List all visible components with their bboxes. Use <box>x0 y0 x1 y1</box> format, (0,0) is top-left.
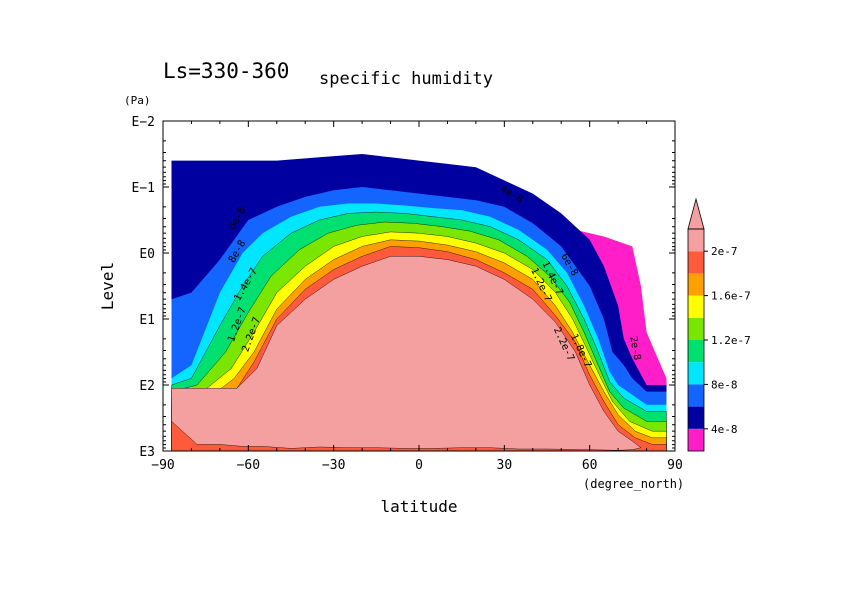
colorbar-segment <box>688 317 704 340</box>
colorbar-segment <box>688 273 704 296</box>
colorbar-segment <box>688 295 704 318</box>
colorbar-segment <box>688 406 704 429</box>
x-tick-label: 0 <box>415 458 423 473</box>
contour-label: 2e-8 <box>627 335 642 361</box>
x-tick-label: −60 <box>237 458 260 473</box>
x-axis-label: latitude <box>380 497 457 516</box>
colorbar-label: 1.2e-7 <box>711 334 751 347</box>
x-tick-label: 60 <box>582 458 598 473</box>
y-unit-label: (Pa) <box>124 94 151 107</box>
y-tick-label: E3 <box>139 445 155 460</box>
y-tick-label: E1 <box>139 313 155 328</box>
x-tick-label: −30 <box>322 458 345 473</box>
colorbar-label: 4e-8 <box>711 423 738 436</box>
y-tick-label: E−2 <box>132 115 155 130</box>
colorbar-segment <box>688 229 704 252</box>
y-tick-label: E−1 <box>132 181 155 196</box>
colorbar-segment <box>688 251 704 274</box>
colorbar-label: 1.6e-7 <box>711 290 751 303</box>
colorbar-extension <box>687 197 705 230</box>
colorbar-segment <box>688 340 704 363</box>
chart-title-main: specific humidity <box>319 69 493 89</box>
y-axis-ticks: E−2 E−1 E0 E1 E2 E3 <box>132 115 675 460</box>
x-unit-label: (degree_north) <box>583 477 684 491</box>
contour-bands <box>171 154 667 451</box>
colorbar-segment <box>688 384 704 407</box>
x-tick-label: 90 <box>667 458 683 473</box>
colorbar-label: 8e-8 <box>711 378 738 391</box>
band-gt-3.2e-7 <box>171 256 642 451</box>
y-axis-label: Level <box>98 262 117 310</box>
y-tick-label: E2 <box>139 379 155 394</box>
x-tick-label: 30 <box>497 458 513 473</box>
colorbar: 4e-8 8e-8 1.2e-7 1.6e-7 2e-7 <box>687 197 751 452</box>
y-tick-label: E0 <box>139 247 155 262</box>
x-axis-ticks: −90 −60 −30 0 30 60 90 <box>151 121 683 473</box>
x-tick-label: −90 <box>151 458 174 473</box>
chart-title-prefix: Ls=330-360 <box>163 59 289 83</box>
colorbar-segment <box>688 428 704 451</box>
colorbar-segment <box>688 362 704 385</box>
colorbar-label: 2e-7 <box>711 245 738 258</box>
